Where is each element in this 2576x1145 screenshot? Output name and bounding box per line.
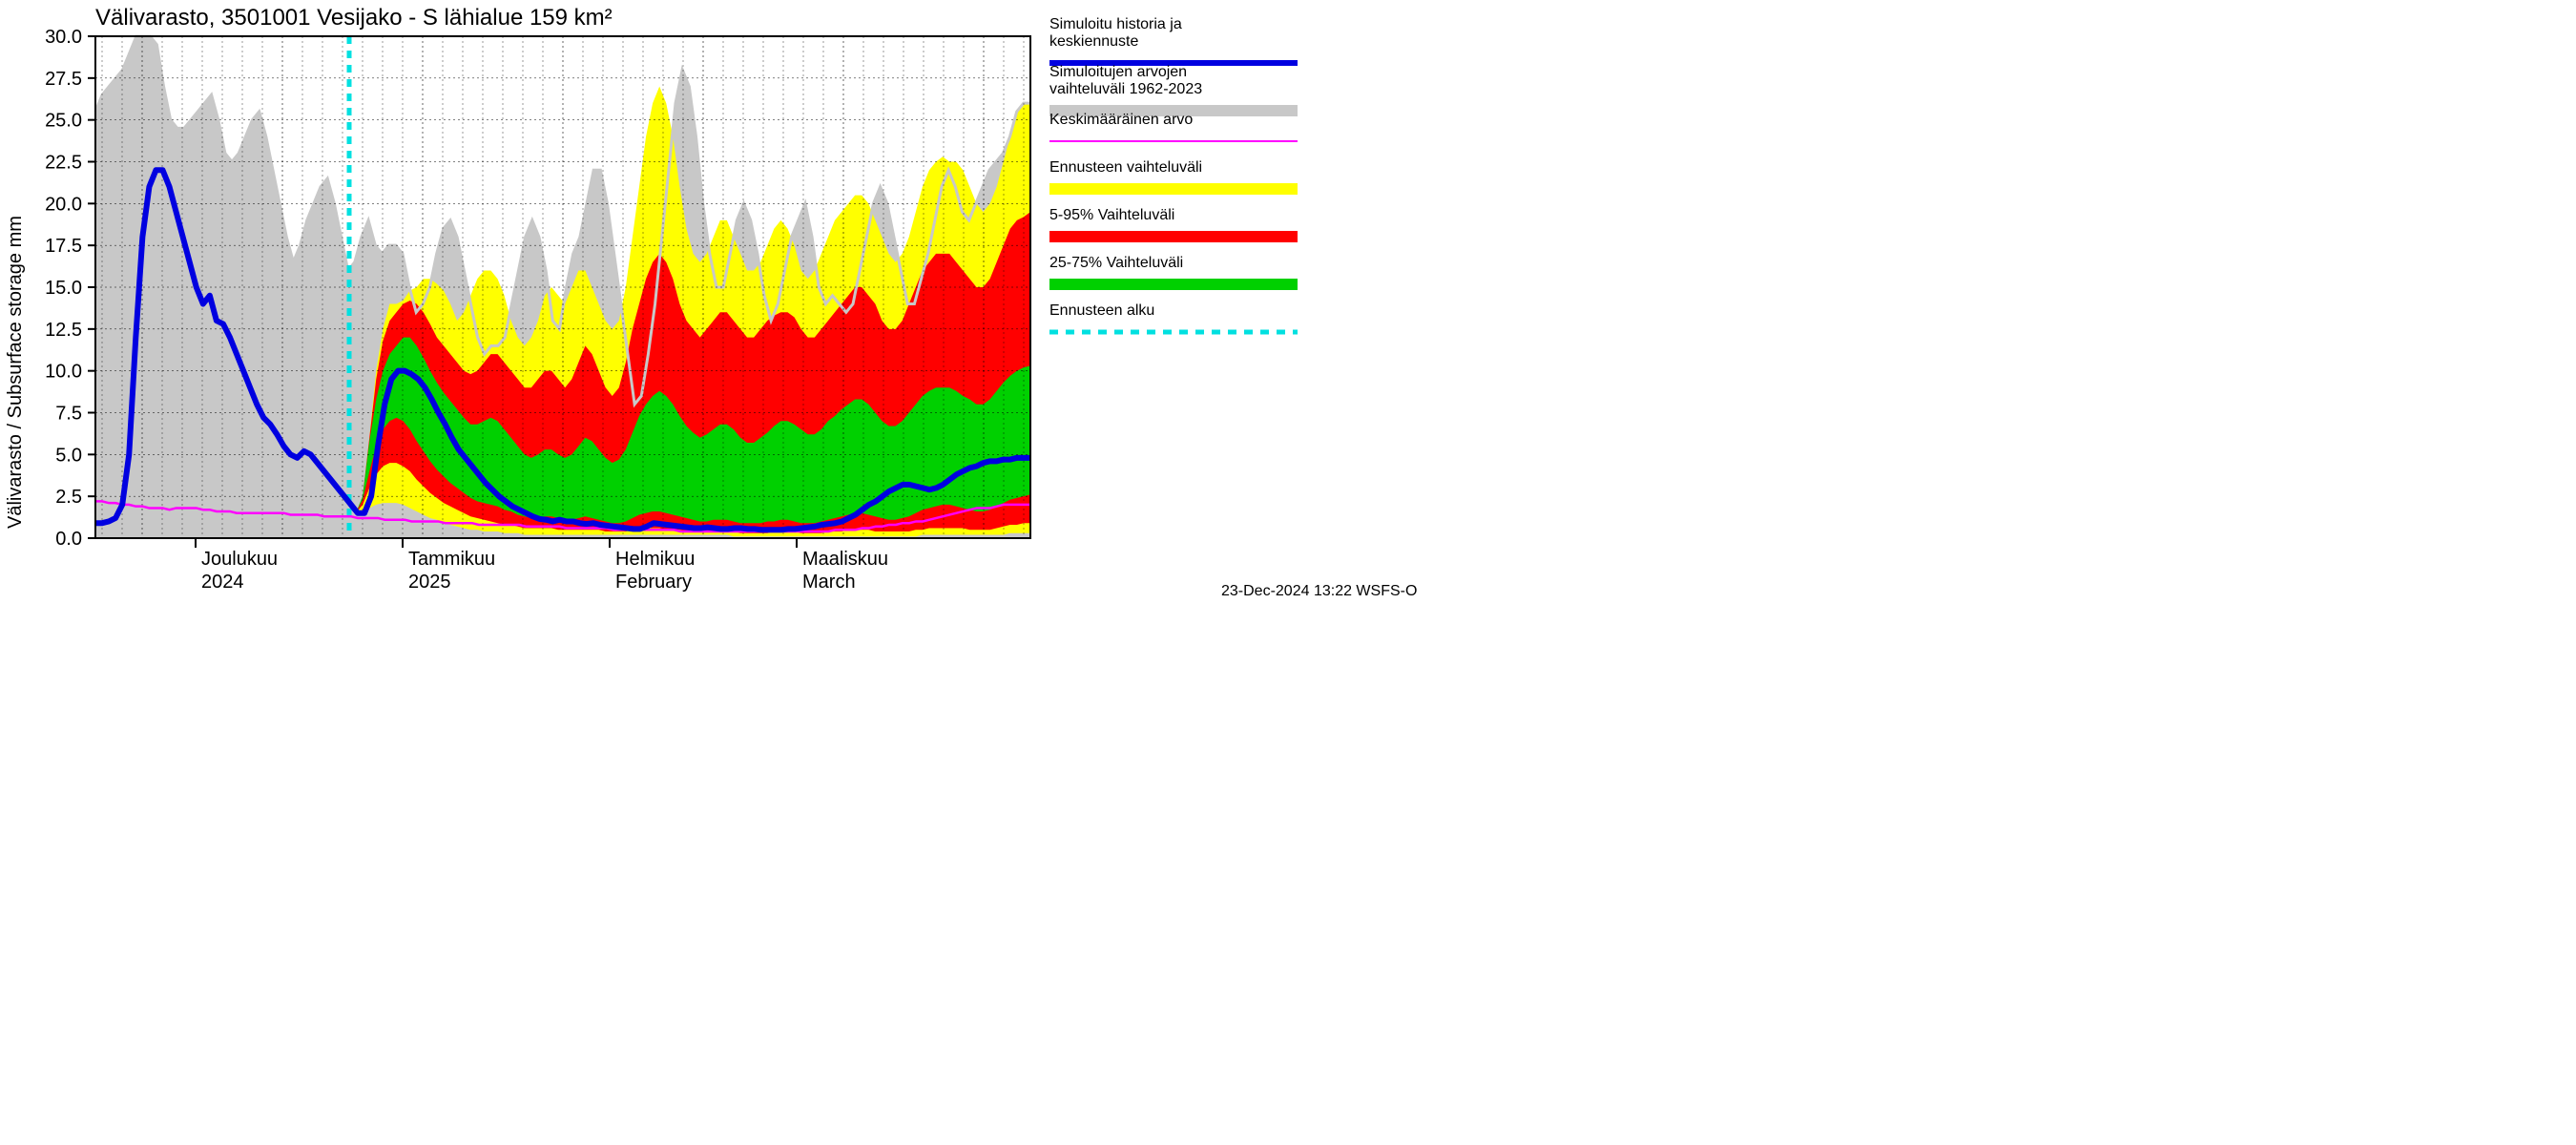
ytick-label: 25.0 [45,111,82,132]
ytick-label: 20.0 [45,194,82,215]
legend-label: Simuloitu historia ja [1049,16,1182,32]
month-label-en: February [615,572,692,593]
legend-label: keskiennuste [1049,33,1138,50]
ytick-label: 7.5 [55,404,82,425]
chart-container: 0.0 2.5 5.0 7.5 10.0 12.5 15.0 17.5 20.0 22.5 25.0… [0,0,1431,636]
ytick-label: 22.5 [45,153,82,174]
chart-title: Välivarasto, 3501001 Vesijako - S lähial… [95,5,613,31]
legend-label: 25-75% Vaihteluväli [1049,255,1183,271]
hydrograph-chart: 0.0 2.5 5.0 7.5 10.0 12.5 15.0 17.5 20.0 22.5 25.0… [0,0,1431,636]
legend-swatch [1049,183,1298,195]
month-label-en: 2024 [201,572,244,593]
ytick-label: 27.5 [45,69,82,90]
month-label-fi: Maaliskuu [802,549,888,570]
month-label-en: March [802,572,856,593]
legend-swatch [1049,279,1298,290]
y-axis-label: Välivarasto / Subsurface storage mm [5,216,26,529]
footer-text: 23-Dec-2024 13:22 WSFS-O [1221,583,1417,599]
month-label-fi: Helmikuu [615,549,695,570]
ytick-label: 0.0 [55,529,82,550]
legend-label: 5-95% Vaihteluväli [1049,207,1174,223]
ytick-label: 30.0 [45,27,82,48]
month-label-en: 2025 [408,572,451,593]
ytick-label: 10.0 [45,362,82,383]
ytick-label: 15.0 [45,278,82,299]
legend-swatch [1049,231,1298,242]
legend-label: vaihteluväli 1962-2023 [1049,81,1202,97]
legend-label: Keskimääräinen arvo [1049,112,1193,128]
legend-label: Simuloitujen arvojen [1049,64,1187,80]
ytick-label: 17.5 [45,236,82,257]
ytick-label: 5.0 [55,445,82,466]
legend-label: Ennusteen alku [1049,302,1154,319]
month-label-fi: Tammikuu [408,549,495,570]
ytick-label: 2.5 [55,487,82,508]
ytick-label: 12.5 [45,320,82,341]
legend-label: Ennusteen vaihteluväli [1049,159,1202,176]
month-label-fi: Joulukuu [201,549,278,570]
